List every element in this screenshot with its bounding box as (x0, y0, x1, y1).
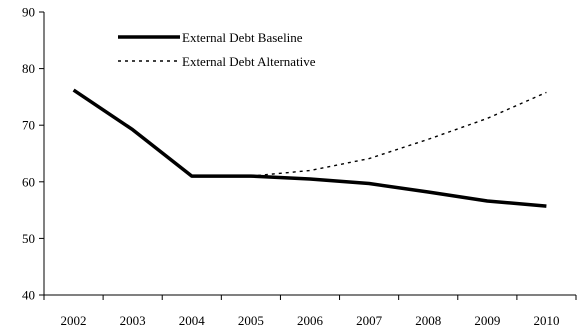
y-tick-label: 80 (22, 61, 35, 76)
x-tick-label: 2008 (415, 313, 441, 328)
x-tick-label: 2006 (297, 313, 324, 328)
axes (43, 12, 576, 296)
y-tick-label: 60 (22, 174, 35, 189)
y-tick-label: 50 (22, 231, 35, 246)
x-tick-label: 2005 (238, 313, 264, 328)
legend-label-baseline: External Debt Baseline (182, 30, 303, 45)
x-tick-label: 2009 (474, 313, 500, 328)
x-tick-label: 2003 (120, 313, 146, 328)
x-tick-label: 2004 (179, 313, 206, 328)
y-ticks: 40 50 60 70 80 90 (22, 5, 44, 303)
legend: External Debt Baseline External Debt Alt… (118, 30, 316, 69)
x-tick-label: 2010 (533, 313, 559, 328)
y-tick-label: 70 (22, 118, 35, 133)
series-layer (72, 88, 547, 208)
x-tick-label: 2007 (356, 313, 383, 328)
legend-label-alternative: External Debt Alternative (182, 54, 316, 69)
y-tick-label: 90 (22, 5, 35, 20)
series-line-baseline (72, 88, 547, 208)
x-tick-label: 2002 (61, 313, 87, 328)
series-line-alternative (250, 91, 547, 177)
x-ticks: 2002 2003 2004 2005 2006 2007 2008 2009 2010 (43, 295, 577, 328)
y-tick-label: 40 (22, 288, 35, 303)
